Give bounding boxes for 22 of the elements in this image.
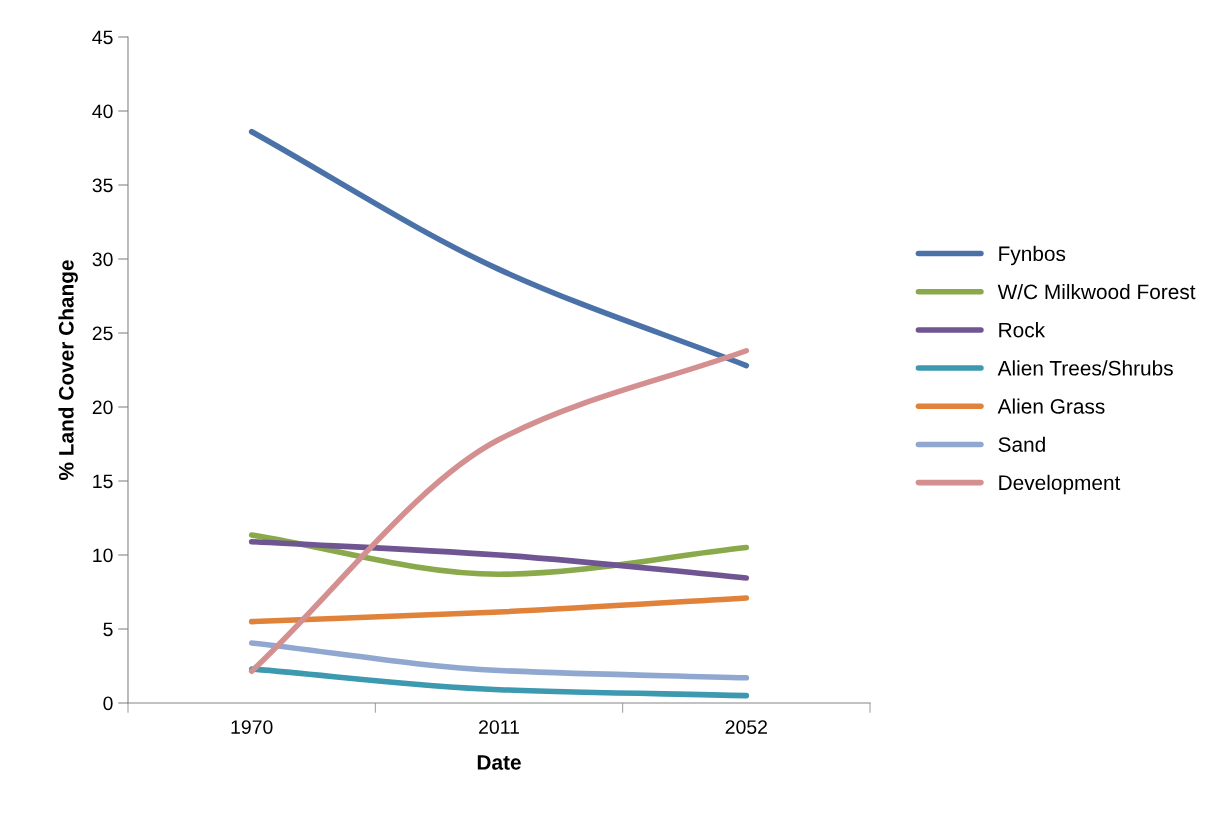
x-tick-label: 2011	[479, 720, 519, 734]
y-tick-label: 15	[93, 474, 113, 489]
y-tick-label: 20	[92, 400, 113, 415]
legend-label: Rock	[999, 322, 1046, 338]
y-tick-label: 45	[92, 30, 113, 45]
y-tick-label: 30	[92, 252, 113, 267]
y-tick-label: 25	[92, 326, 113, 341]
y-axis-title: % Land Cover Change	[58, 260, 78, 481]
y-tick-label: 0	[103, 696, 113, 711]
legend-label: Sand	[998, 436, 1045, 452]
legend-label: Alien Trees/Shrubs	[997, 360, 1173, 376]
y-tick-label: 5	[103, 622, 113, 637]
legend-label: Fynbos	[999, 245, 1066, 266]
x-tick-label: 1970	[231, 720, 273, 734]
y-tick-label: 10	[93, 548, 113, 563]
legend-label: Development	[999, 474, 1121, 495]
y-tick-label: 40	[92, 104, 113, 119]
y-tick-label: 35	[92, 178, 113, 193]
legend-label: Alien Grass	[997, 398, 1105, 414]
x-axis-title: Date	[477, 755, 521, 770]
x-tick-label: 2052	[725, 720, 767, 734]
legend-label: W/C Milkwood Forest	[997, 283, 1196, 300]
